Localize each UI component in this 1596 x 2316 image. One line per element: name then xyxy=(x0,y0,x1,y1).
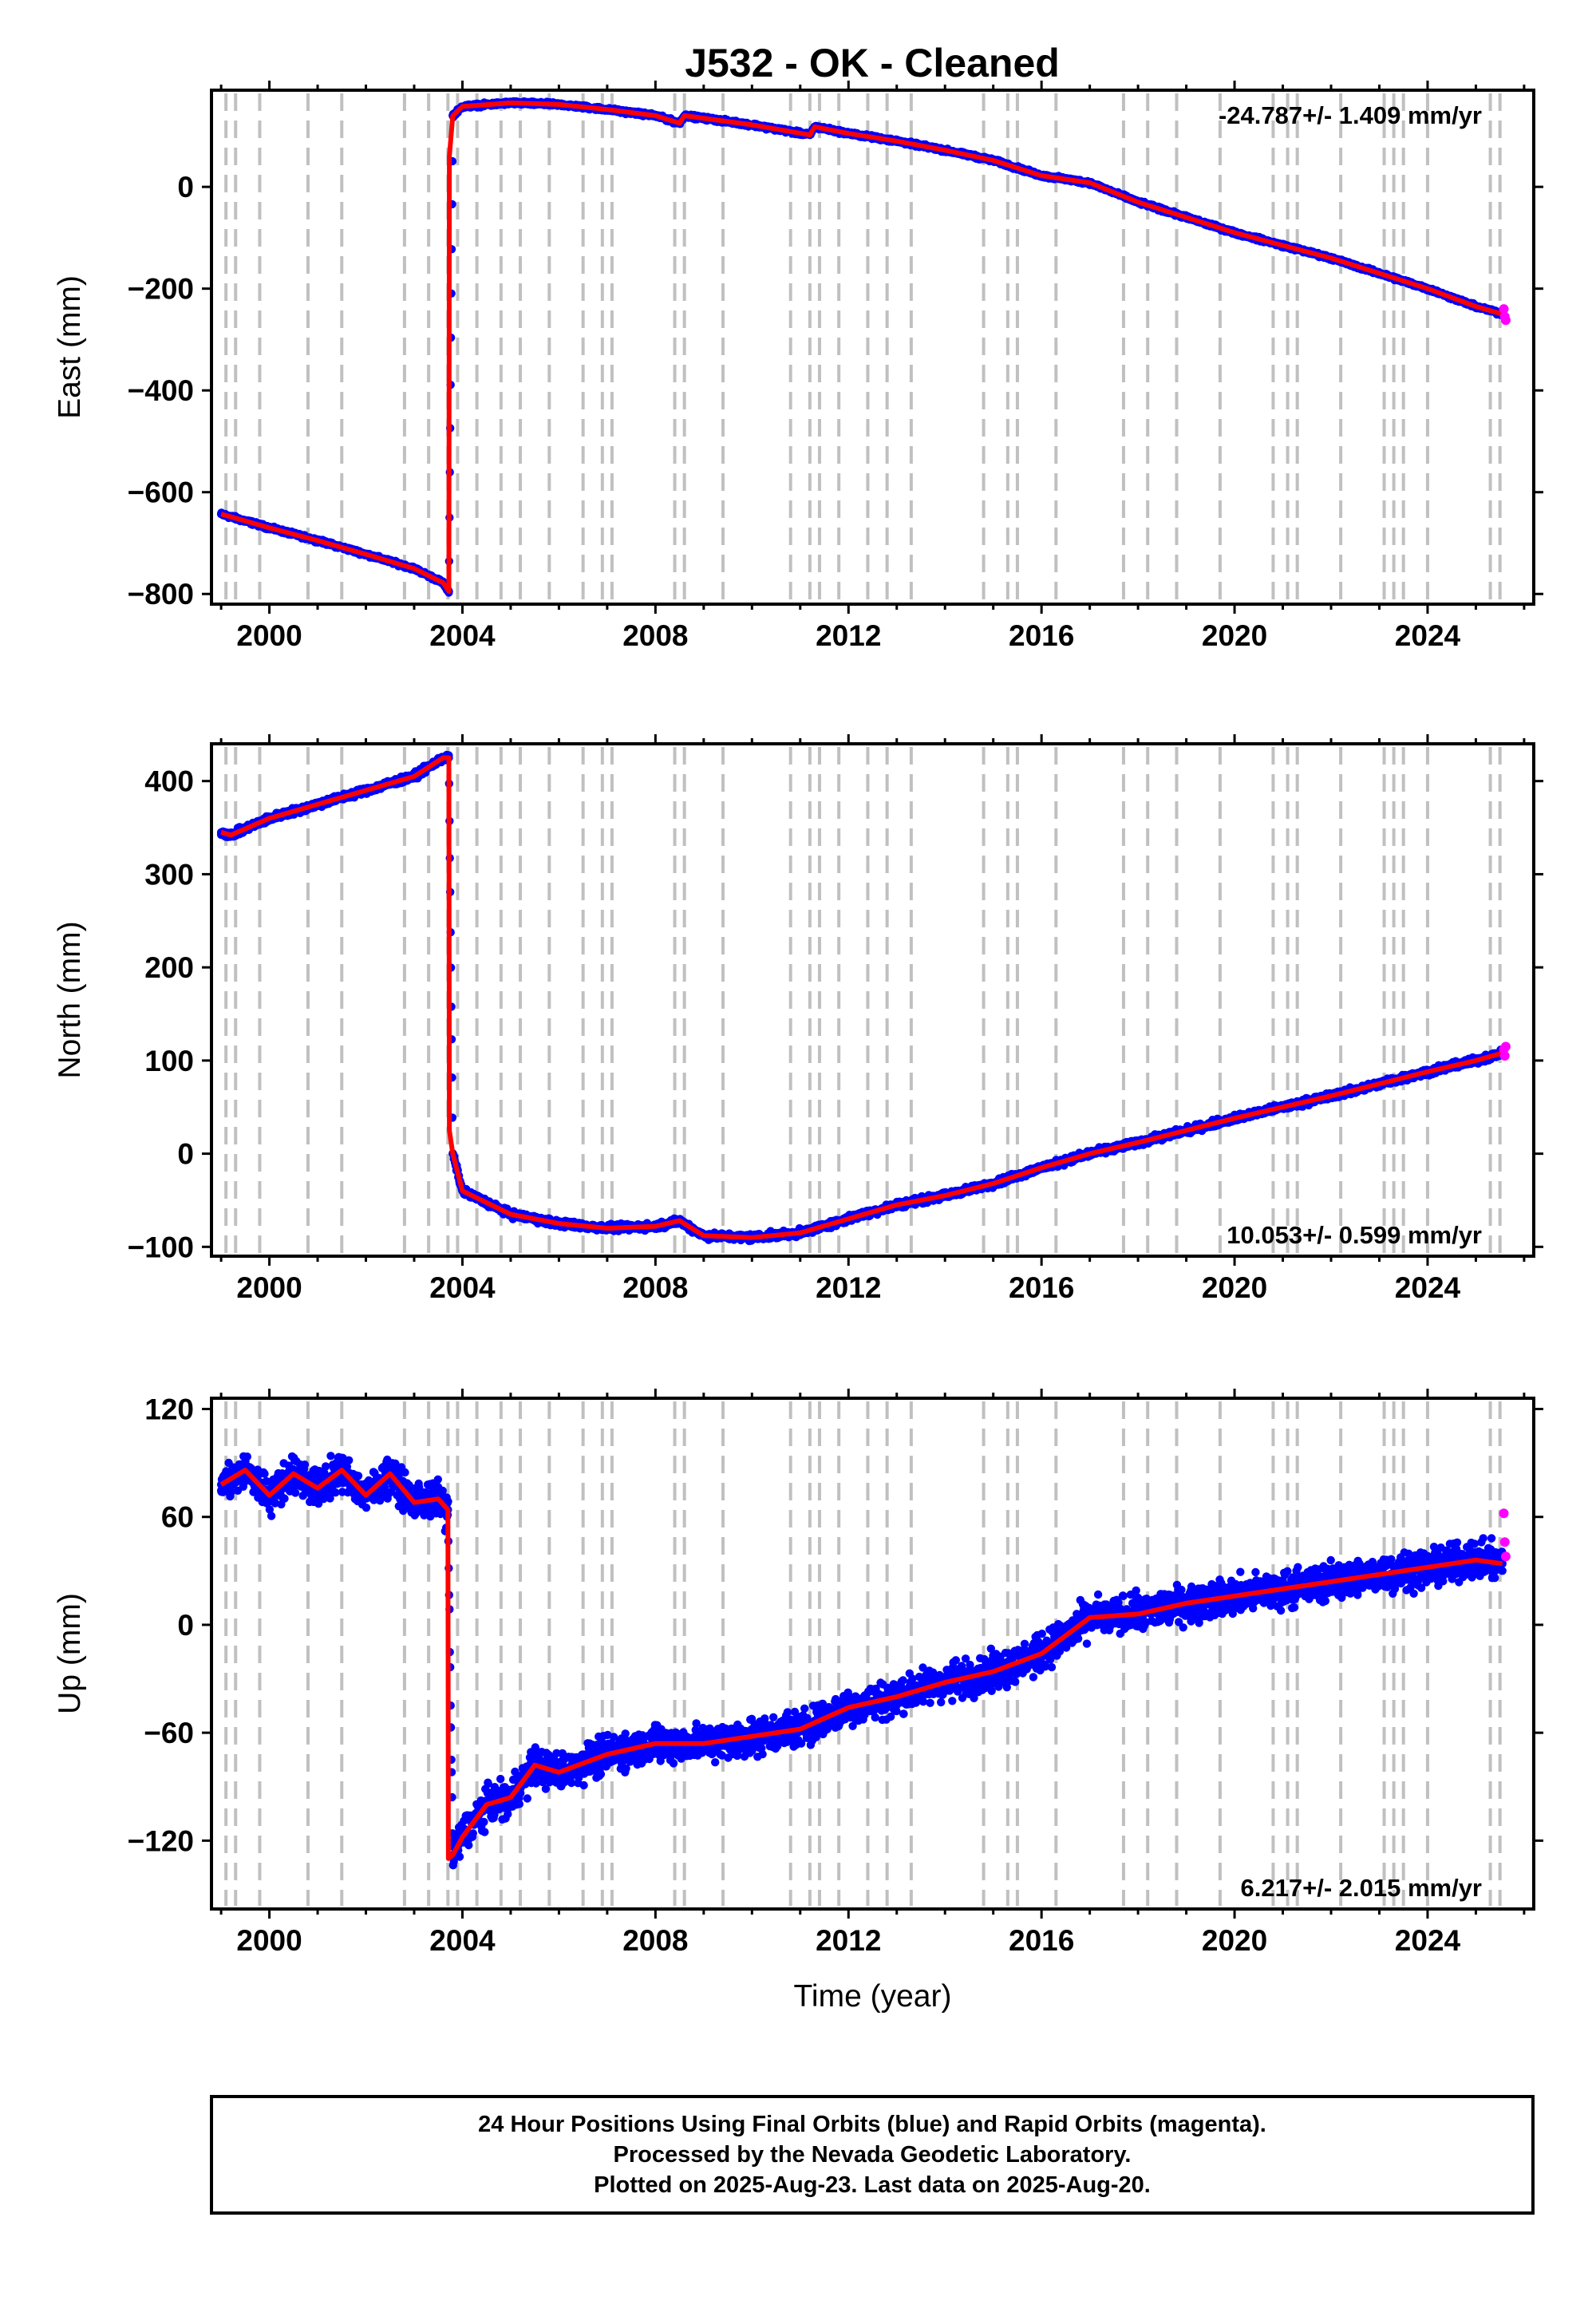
plot-frame xyxy=(210,89,1535,606)
y-tick-label: −200 xyxy=(128,273,194,306)
rate-label: -24.787+/- 1.409 mm/yr xyxy=(1219,101,1482,129)
rapid-orbit-points xyxy=(1499,304,1511,326)
y-tick-label: 0 xyxy=(177,171,194,204)
rapid-point xyxy=(1499,304,1509,314)
y-axis: 0 −200 −400 −600 −800 xyxy=(128,171,1543,611)
event-lines xyxy=(224,93,1502,601)
x-tick-label: 2020 xyxy=(1202,619,1267,652)
x-tick-label: 2000 xyxy=(236,619,302,652)
x-tick-label: 2012 xyxy=(816,619,881,652)
x-tick-label: 2024 xyxy=(1395,619,1461,652)
x-tick-label: 2016 xyxy=(1009,619,1074,652)
x-axis: 2000 2004 2008 2012 2016 2020 2024 xyxy=(219,81,1526,652)
east-panel: 2000 2004 2008 2012 2016 2020 2024 0 −200 −400 −60… xyxy=(53,81,1543,652)
final-orbit-points xyxy=(216,97,1507,597)
x-tick-label: 2008 xyxy=(622,619,688,652)
rapid-point xyxy=(1500,315,1511,326)
y-tick-label: −800 xyxy=(128,578,194,611)
event-lines xyxy=(224,747,1502,1253)
y-axis-label: East (mm) xyxy=(53,275,87,419)
model-line xyxy=(220,100,1503,595)
north-panel: 2000 2004 2008 2012 2016 2020 2024400300200100… xyxy=(53,734,1543,1304)
x-tick-label: 2004 xyxy=(429,619,496,652)
figure-title: J532 - OK - Cleaned xyxy=(685,41,1060,85)
y-tick-label: −600 xyxy=(128,476,194,509)
y-tick-label: −400 xyxy=(128,374,194,407)
final-orbit-points xyxy=(216,750,1507,1246)
